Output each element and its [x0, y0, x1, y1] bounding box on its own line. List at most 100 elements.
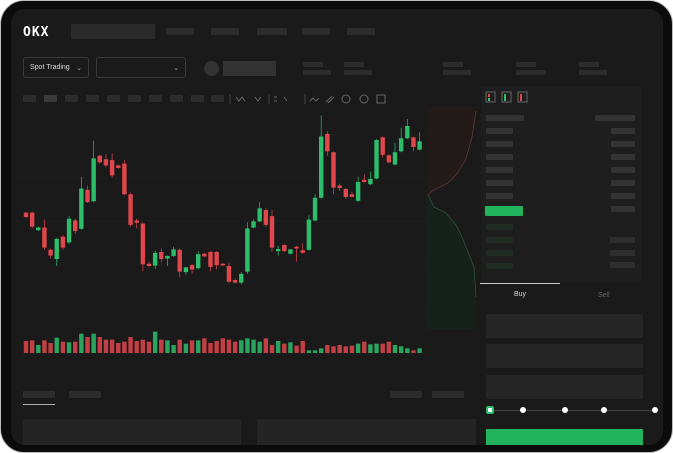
- stat-value: [579, 70, 607, 75]
- stat-value: [344, 70, 372, 75]
- amount-input[interactable]: [486, 344, 643, 368]
- volume-bar: [109, 339, 115, 353]
- timeframe-button[interactable]: [211, 95, 224, 102]
- slider-track[interactable]: [491, 410, 659, 411]
- candle: [417, 141, 422, 150]
- slider-stop-75[interactable]: [601, 407, 607, 413]
- candle: [97, 155, 102, 163]
- orderbook-both-icon[interactable]: [485, 91, 496, 103]
- magnet-icon[interactable]: [341, 94, 351, 104]
- volume-bar: [405, 348, 410, 353]
- ask-amount: [611, 128, 635, 134]
- volume-bar: [36, 345, 41, 353]
- settings-icon[interactable]: [274, 96, 288, 102]
- volume-bar: [116, 343, 121, 353]
- okx-logo[interactable]: OKX: [23, 25, 50, 40]
- volume-bar: [263, 338, 269, 353]
- slider-stop-25[interactable]: [520, 407, 526, 413]
- volume-bar: [214, 341, 219, 353]
- tab-open-orders[interactable]: [23, 391, 55, 398]
- volume-bar: [140, 339, 146, 353]
- volume-bar: [232, 341, 238, 353]
- total-input[interactable]: [486, 375, 643, 399]
- orderbook-view-icons: [485, 91, 528, 103]
- candle: [282, 245, 287, 252]
- timeframe-button[interactable]: [23, 95, 36, 102]
- candle: [116, 165, 121, 168]
- candle: [294, 246, 299, 249]
- timeframe-button[interactable]: [170, 95, 183, 102]
- volume-bar: [134, 341, 139, 353]
- pair-dropdown[interactable]: ⌄: [96, 57, 186, 78]
- bid-amount: [610, 237, 635, 243]
- timeframe-button[interactable]: [107, 95, 120, 102]
- nav-item[interactable]: [347, 28, 375, 35]
- filter-button[interactable]: [432, 391, 464, 398]
- market-type-dropdown[interactable]: Spot Trading ⌄: [23, 57, 89, 78]
- candle: [288, 249, 293, 254]
- tab-sell[interactable]: Sell: [598, 292, 610, 299]
- ask-price: [486, 193, 513, 199]
- nav-item[interactable]: [166, 28, 194, 35]
- timeframe-button[interactable]: [65, 95, 78, 102]
- volume-bar: [294, 345, 299, 353]
- ask-amount: [611, 206, 635, 212]
- chevron-down-icon: ⌄: [173, 64, 179, 72]
- orderbook-bids-icon[interactable]: [501, 91, 512, 103]
- timeframe-button[interactable]: [128, 95, 141, 102]
- candle: [392, 152, 398, 165]
- ask-price: [486, 167, 513, 173]
- timeframe-button[interactable]: [191, 95, 204, 102]
- nav-item[interactable]: [302, 28, 330, 35]
- orderbook-asks-icon[interactable]: [517, 91, 528, 103]
- stat-label: [516, 62, 536, 67]
- eye-icon[interactable]: [359, 94, 369, 104]
- screen: OKX Spot Trading ⌄ ⌄: [11, 9, 663, 445]
- candle: [349, 194, 355, 197]
- tab-buy[interactable]: Buy: [514, 291, 527, 298]
- line-tool-icon[interactable]: [309, 97, 320, 102]
- filter-button[interactable]: [390, 391, 422, 398]
- candle: [208, 252, 213, 267]
- pencil-icon[interactable]: [325, 95, 335, 104]
- volume-bar: [85, 337, 90, 353]
- volume-bar: [48, 343, 53, 353]
- volume-bar: [177, 339, 182, 353]
- candle: [23, 212, 29, 217]
- volume-bar: [220, 338, 225, 353]
- candle: [79, 188, 84, 229]
- buy-button[interactable]: [486, 429, 643, 445]
- volume-bar: [226, 339, 232, 353]
- volume-bar: [331, 346, 336, 353]
- ask-price: [486, 128, 513, 134]
- volume-bar: [245, 338, 250, 353]
- candle: [226, 266, 232, 282]
- slider-stop-50[interactable]: [562, 407, 568, 413]
- candle: [91, 158, 96, 202]
- candle: [171, 249, 176, 256]
- indicator-icon[interactable]: [235, 96, 246, 102]
- candle: [66, 218, 72, 243]
- candlestick-chart[interactable]: [16, 107, 426, 369]
- timeframe-button[interactable]: [86, 95, 99, 102]
- candle: [269, 216, 275, 248]
- tab-order-history[interactable]: [69, 391, 101, 398]
- price-input[interactable]: [486, 314, 643, 338]
- chart-type-icon[interactable]: [254, 96, 262, 102]
- timeframe-button[interactable]: [149, 95, 162, 102]
- nav-item[interactable]: [257, 28, 287, 35]
- market-type-label: Spot Trading: [30, 64, 70, 71]
- nav-item[interactable]: [211, 28, 239, 35]
- slider-stop-100[interactable]: [652, 407, 658, 413]
- search-bar[interactable]: [71, 24, 155, 39]
- volume-bar: [183, 343, 189, 353]
- volume-bar: [275, 341, 281, 353]
- slider-handle[interactable]: [486, 406, 494, 414]
- volume-bar: [97, 337, 102, 353]
- timeframe-button[interactable]: [44, 95, 57, 102]
- volume-bar: [159, 339, 164, 353]
- stat-value: [443, 70, 471, 75]
- tab-underline: [23, 404, 55, 405]
- bid-price: [486, 250, 513, 256]
- fullscreen-icon[interactable]: [376, 94, 386, 104]
